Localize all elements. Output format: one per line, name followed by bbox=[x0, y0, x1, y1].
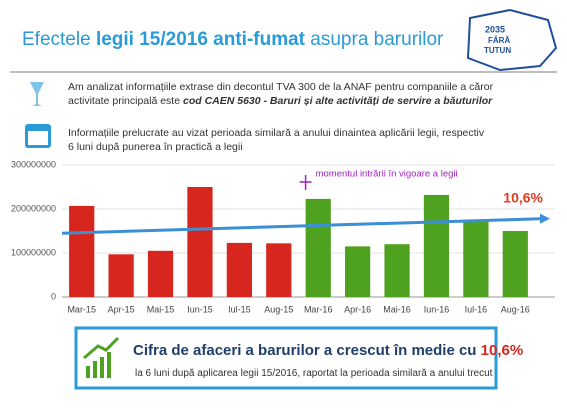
bar bbox=[266, 243, 292, 297]
bar bbox=[384, 244, 410, 297]
x-tick-label: Iul-15 bbox=[228, 304, 251, 314]
icon-glass bbox=[30, 82, 44, 106]
bar bbox=[463, 221, 489, 297]
x-tick-label: Iul-16 bbox=[465, 304, 488, 314]
x-tick-label: Mai-15 bbox=[147, 304, 175, 314]
trend-arrow bbox=[540, 213, 550, 224]
bar bbox=[345, 246, 371, 297]
trend-label: 10,6% bbox=[503, 189, 543, 205]
trend-line bbox=[61, 217, 545, 235]
y-tick-label: 300000000 bbox=[11, 159, 56, 169]
bar bbox=[108, 254, 134, 297]
y-tick-label: 200000000 bbox=[11, 203, 56, 213]
footer-part: 10,6% bbox=[481, 342, 524, 359]
logo-text: 2035 bbox=[485, 24, 505, 34]
annotation: momentul intrării în vigoare a legii bbox=[316, 169, 458, 180]
x-tick-label: Iun-15 bbox=[187, 304, 213, 314]
bar bbox=[187, 187, 213, 297]
x-tick-label: Apr-16 bbox=[344, 304, 371, 314]
footer-headline: Cifra de afaceri a barurilor a crescut î… bbox=[133, 342, 523, 359]
footer-part: Cifra de afaceri a barurilor a crescut î… bbox=[133, 342, 481, 359]
x-tick-label: Aug-15 bbox=[264, 304, 293, 314]
logo-text: TUTUN bbox=[484, 46, 511, 55]
title-part: asupra barurilor bbox=[305, 29, 444, 50]
icon-calendar bbox=[25, 124, 51, 148]
note-part: Informațiile prelucrate au vizat perioad… bbox=[68, 127, 485, 153]
title-part: legii 15/2016 anti-fumat bbox=[96, 29, 306, 50]
x-tick-label: Apr-15 bbox=[108, 304, 135, 314]
x-tick-label: Aug-16 bbox=[501, 304, 530, 314]
x-tick-label: Mar-15 bbox=[67, 304, 96, 314]
logo-map bbox=[466, 8, 558, 72]
bar bbox=[226, 242, 252, 297]
note: Informațiile prelucrate au vizat perioad… bbox=[68, 126, 488, 154]
note-part: cod CAEN 5630 - Baruri și alte activităț… bbox=[182, 95, 493, 107]
bar bbox=[69, 205, 95, 297]
title-part: Efectele bbox=[22, 29, 96, 50]
note-part: Am analizat informațiile extrase din dec… bbox=[68, 81, 494, 107]
note: Am analizat informațiile extrase din dec… bbox=[68, 80, 508, 108]
bar bbox=[305, 198, 331, 297]
bar bbox=[423, 194, 450, 297]
x-tick-label: Iun-16 bbox=[424, 304, 450, 314]
bar bbox=[147, 250, 174, 297]
footer-box: Cifra de afaceri a barurilor a crescut î… bbox=[74, 326, 523, 390]
logo-text: FĂRĂ bbox=[488, 36, 510, 45]
y-tick-label: 100000000 bbox=[11, 247, 56, 257]
footer-subtext: la 6 luni după aplicarea legii 15/2016, … bbox=[135, 368, 493, 379]
x-tick-label: Mai-16 bbox=[383, 304, 411, 314]
y-tick-label: 0 bbox=[51, 291, 56, 301]
title: Efectele legii 15/2016 anti-fumat asupra… bbox=[22, 29, 444, 50]
bar bbox=[502, 231, 528, 297]
x-tick-label: Mar-16 bbox=[304, 304, 333, 314]
